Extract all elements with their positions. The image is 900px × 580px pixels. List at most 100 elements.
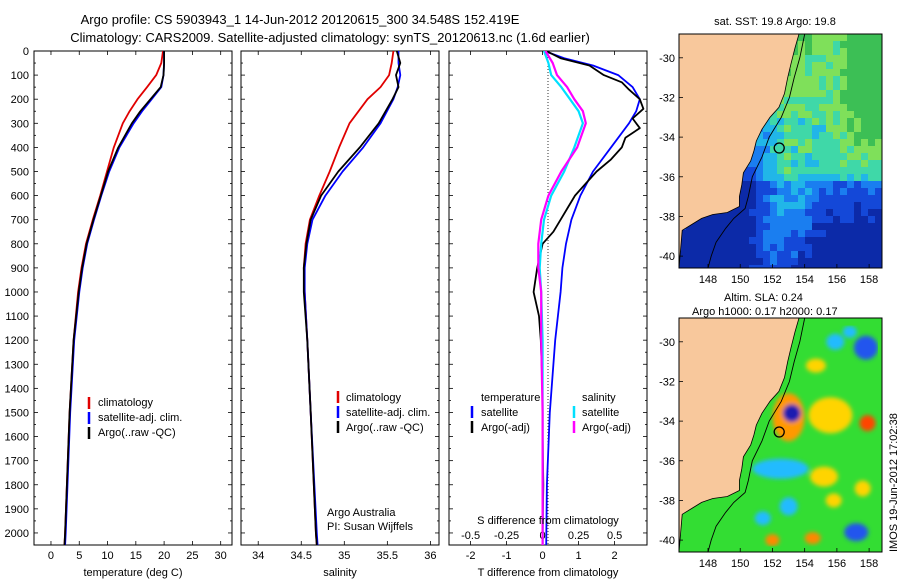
sst-cell [847,146,854,153]
sst-cell [868,258,875,265]
sst-cell [840,97,847,104]
depth-tick-label: 600 [11,191,29,203]
sst-cell [833,258,840,265]
sst-cell [826,181,833,188]
sst-cell [819,76,826,83]
sst-cell [728,265,735,268]
sst-cell [819,146,826,153]
sst-cell [763,174,770,181]
sst-cell [742,244,749,251]
sst-cell [798,139,805,146]
sst-cell [812,251,819,258]
sst-cell [749,160,756,167]
sst-cell [749,258,756,265]
sst-cell [833,167,840,174]
sst-cell [721,237,728,244]
depth-tick-label: 1800 [5,480,29,492]
lon-tick-label: 156 [828,274,846,286]
sst-cell [868,76,875,83]
sst-cell [826,195,833,202]
sst-cell [819,202,826,209]
sst-cell [854,90,861,97]
sst-cell [693,230,700,237]
sst-cell [833,202,840,209]
sst-cell [749,251,756,258]
sst-cell [714,223,721,230]
sst-cell [763,258,770,265]
sst-cell [805,160,812,167]
sst-cell [854,118,861,125]
sst-cell [756,216,763,223]
depth-tick-label: 400 [11,142,29,154]
sst-cell [791,195,798,202]
salinity-xlabel: salinity [323,567,357,579]
sst-cell [875,69,882,76]
sst-cell [805,237,812,244]
sst-cell [791,62,798,69]
sst-cell [707,230,714,237]
sst-cell [875,104,882,111]
series-s-satellite [538,51,585,545]
sst-cell [700,216,707,223]
sst-cell [840,34,847,41]
sst-cell [798,153,805,160]
sst-cell [868,230,875,237]
x-tick-label: 15 [130,550,142,562]
sst-cell [868,209,875,216]
sst-cell [861,111,868,118]
sst-cell [840,104,847,111]
sst-cell [875,41,882,48]
sst-cell [805,90,812,97]
sst-cell [854,202,861,209]
sst-cell [707,258,714,265]
sst-cell [840,118,847,125]
sst-cell [805,41,812,48]
sst-cell [798,55,805,62]
sst-cell [805,258,812,265]
sst-cell [742,258,749,265]
sst-cell [868,160,875,167]
sst-cell [770,160,777,167]
sst-cell [826,160,833,167]
sst-cell [763,216,770,223]
sst-cell [847,251,854,258]
sst-cell [812,244,819,251]
sst-cell [854,237,861,244]
lat-tick-label: -36 [659,172,675,184]
legend-argo: Argo(..raw -QC) [98,427,176,439]
lat-tick-label: -34 [659,132,675,144]
sst-cell [812,90,819,97]
sst-cell [861,132,868,139]
sla-anomaly [854,480,871,497]
sst-cell [770,118,777,125]
sst-cell [819,83,826,90]
sst-cell [714,258,721,265]
sst-cell [833,188,840,195]
lat-tick-label: -36 [659,456,675,468]
sst-cell [847,202,854,209]
sst-cell [819,181,826,188]
sst-cell [756,139,763,146]
sst-cell [700,258,707,265]
sst-cell [770,230,777,237]
sst-cell [812,97,819,104]
sst-cell [833,55,840,62]
sst-cell [721,230,728,237]
sst-cell [875,237,882,244]
sst-cell [826,251,833,258]
sst-cell [854,244,861,251]
sst-cell [826,41,833,48]
legend-t-satellite: satellite [481,407,518,419]
depth-tick-label: 1300 [5,359,29,371]
sst-cell [840,83,847,90]
sst-cell [861,97,868,104]
sst-cell [868,181,875,188]
sst-cell [798,146,805,153]
sst-cell [847,132,854,139]
sst-cell [791,167,798,174]
sst-cell [840,69,847,76]
sst-cell [819,111,826,118]
sst-cell [798,195,805,202]
sst-cell [742,181,749,188]
sst-cell [826,90,833,97]
